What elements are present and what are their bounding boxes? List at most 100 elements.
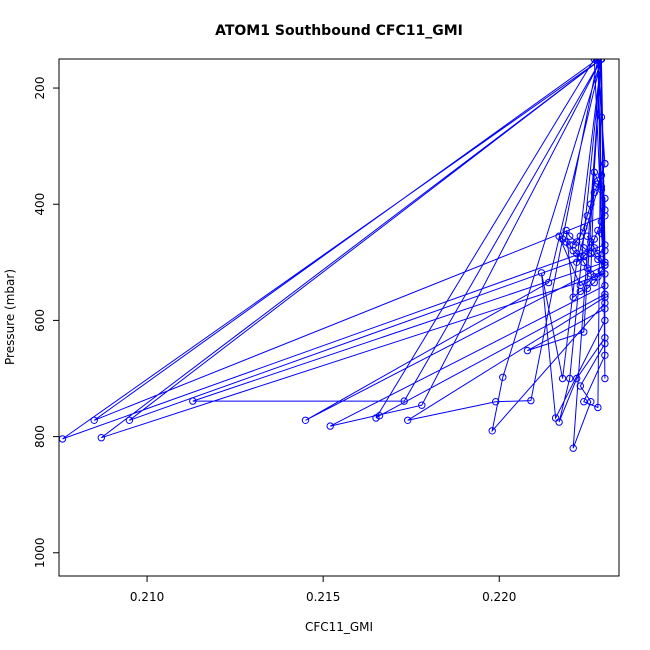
y-tick-label: 1000: [33, 538, 47, 569]
x-tick-label: 0.220: [482, 590, 516, 604]
data-point: [555, 418, 563, 426]
x-tick-label: 0.215: [306, 590, 340, 604]
data-point: [555, 232, 563, 240]
data-point: [576, 232, 584, 240]
data-point: [597, 59, 606, 63]
data-point: [499, 373, 507, 381]
data-point: [566, 374, 574, 383]
data-point: [601, 194, 609, 203]
data-point: [326, 422, 334, 430]
data-point: [583, 264, 591, 272]
data-point: [601, 212, 609, 220]
data-point: [594, 249, 602, 258]
data-point: [587, 249, 595, 258]
data-point: [601, 339, 609, 348]
data-point: [537, 269, 546, 277]
data-point: [597, 255, 606, 264]
data-point: [583, 284, 591, 293]
data-point: [566, 232, 574, 240]
data-point: [594, 255, 602, 264]
data-point: [90, 416, 98, 424]
data-point: [594, 273, 602, 281]
data-point: [601, 261, 609, 269]
data-point: [587, 238, 595, 246]
data-point: [569, 247, 577, 255]
data-point: [544, 278, 553, 287]
data-point: [587, 200, 595, 208]
data-point: [583, 212, 591, 220]
data-point: [594, 226, 602, 235]
data-point: [587, 244, 595, 252]
data-point: [418, 401, 426, 409]
data-point: [573, 374, 581, 383]
data-point: [601, 316, 609, 325]
y-tick-label: 200: [33, 77, 47, 100]
data-point: [569, 293, 577, 301]
data-point: [580, 328, 588, 336]
data-point: [601, 334, 609, 342]
y-tick-label: 400: [33, 193, 47, 216]
data-point: [125, 416, 134, 424]
data-point: [189, 397, 197, 405]
data-point: [601, 247, 609, 255]
data-point: [597, 171, 606, 179]
data-point: [523, 346, 532, 355]
data-point: [587, 398, 595, 406]
data-point: [583, 232, 591, 240]
data-point: [590, 278, 598, 287]
plot-area: [59, 59, 609, 452]
data-point: [372, 414, 380, 422]
data-point: [597, 186, 606, 194]
data-point: [597, 267, 606, 275]
data-point: [601, 351, 609, 359]
data-point: [527, 396, 535, 405]
x-axis-label: CFC11_GMI: [305, 620, 373, 634]
data-point: [558, 374, 567, 383]
data-point: [573, 258, 581, 266]
data-point: [590, 168, 598, 177]
data-point: [573, 238, 581, 246]
data-point: [97, 434, 106, 442]
data-point: [601, 241, 609, 249]
data-point: [569, 444, 577, 452]
data-point: [601, 206, 609, 214]
y-tick-label: 600: [33, 309, 47, 332]
data-point: [590, 244, 598, 252]
data-point: [562, 226, 570, 235]
data-point: [594, 177, 602, 185]
data-point: [590, 59, 598, 63]
data-point: [580, 252, 588, 261]
y-axis-label: Pressure (mbar): [3, 269, 17, 365]
data-point: [601, 290, 609, 298]
data-point: [492, 398, 500, 406]
data-point: [576, 382, 584, 390]
data-point: [594, 59, 602, 63]
data-point: [594, 180, 602, 188]
data-point: [488, 427, 496, 435]
chart-title: ATOM1 Southbound CFC11_GMI: [215, 23, 463, 39]
data-point: [590, 273, 598, 281]
data-point: [400, 397, 408, 405]
data-point: [404, 416, 412, 424]
data-point: [601, 374, 609, 383]
data-point: [580, 398, 588, 406]
data-point: [601, 299, 609, 307]
data-point: [597, 218, 606, 226]
data-point: [576, 287, 584, 296]
data-point: [580, 223, 588, 232]
data-point: [301, 416, 310, 424]
data-point: [576, 281, 584, 290]
data-point: [594, 403, 602, 412]
y-axis: 200 400 600 800 1000: [33, 77, 59, 569]
data-point: [580, 258, 588, 266]
data-point: [601, 281, 609, 290]
x-tick-label: 0.210: [130, 590, 164, 604]
y-tick-label: 800: [33, 425, 47, 448]
data-point: [597, 113, 606, 121]
data-point: [590, 188, 598, 197]
x-axis: 0.210 0.215 0.220: [130, 576, 516, 604]
data-point: [601, 305, 609, 313]
data-point: [580, 244, 588, 252]
data-point: [601, 159, 609, 168]
plot-frame: [58, 58, 620, 577]
